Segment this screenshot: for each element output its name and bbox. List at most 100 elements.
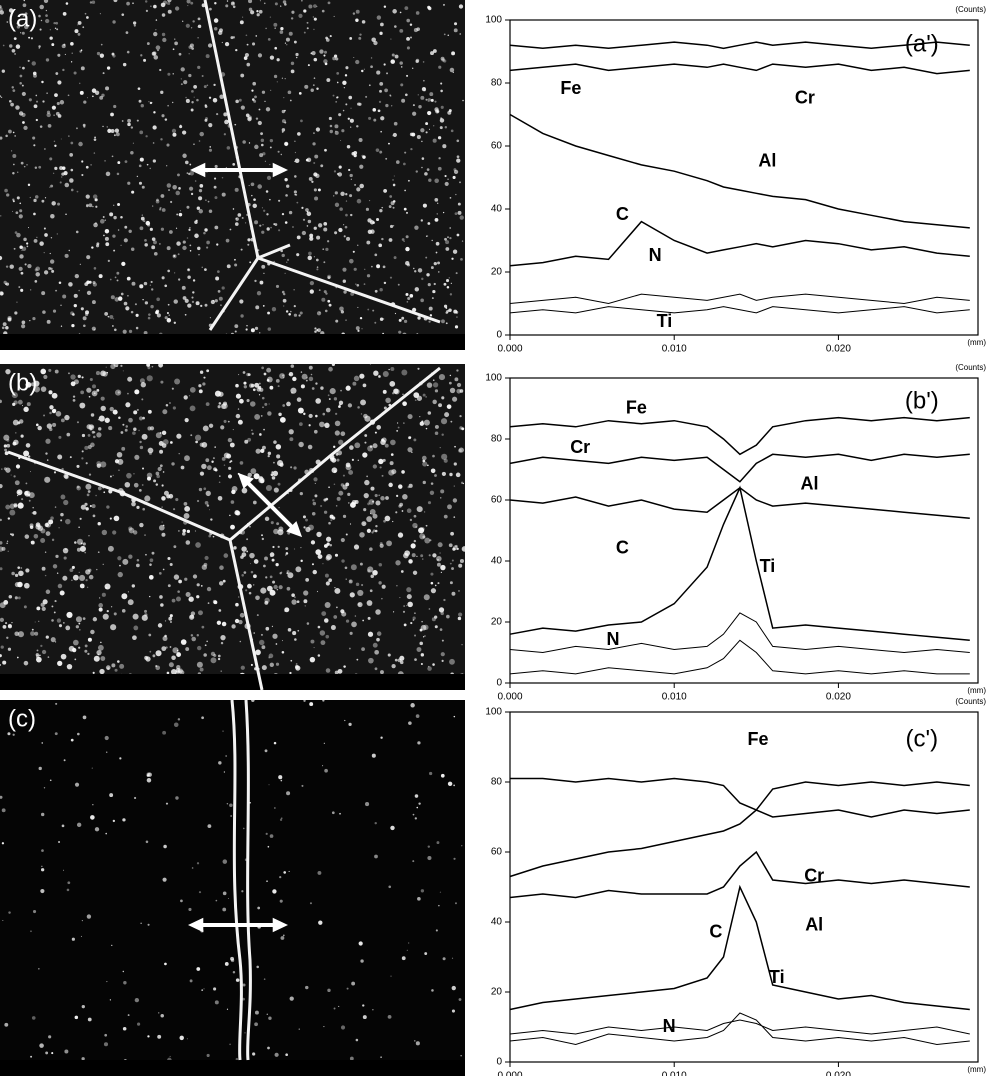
precipitate [380, 131, 382, 133]
precipitate [433, 379, 435, 381]
precipitate [338, 1006, 339, 1007]
precipitate [323, 222, 327, 226]
image-label: (c) [8, 705, 36, 732]
precipitate [163, 471, 165, 473]
precipitate [29, 500, 31, 502]
precipitate [338, 491, 343, 496]
precipitate [244, 571, 247, 574]
precipitate [105, 160, 106, 161]
precipitate [452, 958, 453, 959]
precipitate [108, 316, 110, 318]
precipitate [444, 515, 448, 519]
precipitate [226, 454, 231, 459]
precipitate [110, 113, 114, 117]
precipitate [262, 446, 266, 450]
precipitate [304, 32, 306, 34]
precipitate [261, 139, 264, 142]
precipitate [3, 322, 7, 326]
precipitate [416, 11, 420, 15]
precipitate [422, 157, 425, 160]
precipitate [77, 539, 83, 545]
precipitate [262, 397, 265, 400]
precipitate [144, 656, 148, 660]
precipitate [11, 474, 12, 475]
precipitate [412, 112, 416, 116]
precipitate [420, 128, 424, 132]
precipitate [54, 471, 56, 473]
precipitate [455, 212, 458, 215]
precipitate [72, 566, 75, 569]
precipitate [191, 297, 193, 299]
precipitate [50, 516, 54, 520]
precipitate [403, 605, 405, 607]
precipitate [214, 446, 216, 448]
precipitate [41, 200, 44, 203]
precipitate [335, 430, 340, 435]
precipitate [175, 6, 179, 10]
precipitate [96, 371, 100, 375]
precipitate [259, 394, 260, 395]
precipitate [404, 320, 407, 323]
precipitate [375, 432, 377, 434]
precipitate [112, 235, 115, 238]
precipitate [70, 142, 73, 145]
precipitate [378, 244, 382, 248]
precipitate [451, 283, 452, 284]
precipitate [388, 143, 390, 145]
precipitate [100, 13, 101, 14]
precipitate [423, 80, 425, 82]
precipitate [307, 225, 309, 227]
precipitate [404, 190, 406, 192]
precipitate [133, 614, 139, 620]
precipitate [408, 414, 413, 419]
precipitate [112, 530, 116, 534]
precipitate [379, 101, 381, 103]
precipitate [256, 966, 259, 969]
precipitate [410, 622, 412, 624]
precipitate [270, 90, 271, 91]
precipitate [449, 109, 452, 112]
precipitate [441, 434, 443, 436]
precipitate [57, 661, 62, 666]
precipitate [350, 592, 355, 597]
precipitate [56, 112, 60, 116]
precipitate [410, 148, 412, 150]
precipitate [264, 601, 268, 605]
precipitate [295, 665, 299, 669]
precipitate [316, 236, 320, 240]
precipitate [147, 42, 150, 45]
precipitate [440, 552, 441, 553]
precipitate [314, 196, 318, 200]
precipitate [406, 75, 408, 77]
precipitate [173, 545, 176, 548]
precipitate [106, 172, 111, 177]
precipitate [159, 69, 161, 71]
precipitate [54, 611, 56, 613]
precipitate [303, 219, 305, 221]
precipitate [254, 145, 258, 149]
precipitate [379, 209, 382, 212]
precipitate [356, 659, 358, 661]
precipitate [155, 665, 160, 670]
precipitate [220, 635, 225, 640]
precipitate [423, 636, 424, 637]
precipitate [438, 136, 441, 139]
precipitate [21, 113, 25, 117]
precipitate [57, 618, 61, 622]
precipitate [85, 310, 89, 314]
precipitate [265, 576, 267, 578]
precipitate [88, 535, 89, 536]
precipitate [272, 581, 275, 584]
precipitate [338, 113, 341, 116]
precipitate [126, 31, 129, 34]
precipitate [441, 106, 444, 109]
precipitate [287, 572, 293, 578]
precipitate [39, 1043, 44, 1048]
precipitate [398, 532, 403, 537]
precipitate [262, 91, 265, 94]
precipitate [156, 475, 160, 479]
precipitate [140, 54, 142, 56]
precipitate [286, 572, 288, 574]
precipitate [294, 638, 297, 641]
precipitate [76, 616, 82, 622]
